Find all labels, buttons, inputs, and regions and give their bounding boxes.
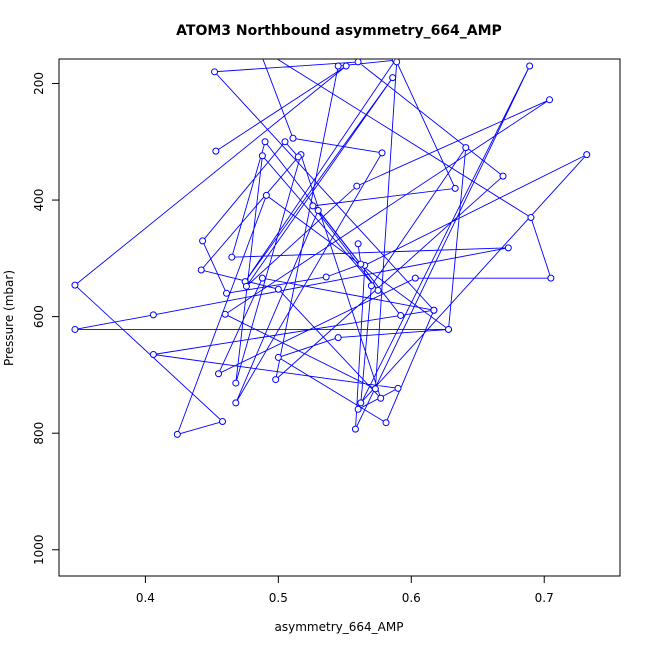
- data-point: [462, 144, 470, 152]
- data-point: [242, 282, 250, 290]
- data-point: [342, 62, 350, 70]
- data-point: [262, 191, 270, 199]
- y-tick-label: 400: [32, 189, 46, 212]
- y-tick-label: 1000: [32, 534, 46, 565]
- x-tick-label: 0.4: [136, 591, 155, 605]
- data-point: [371, 385, 379, 393]
- data-point: [309, 202, 317, 210]
- data-point: [149, 311, 157, 319]
- data-point: [274, 353, 282, 361]
- data-point: [281, 138, 289, 146]
- data-point: [272, 376, 280, 384]
- series-layer: [71, 44, 591, 438]
- data-point: [354, 405, 362, 413]
- data-point: [219, 418, 227, 426]
- data-point: [199, 237, 207, 245]
- y-tick-label: 800: [32, 422, 46, 445]
- data-point: [389, 74, 397, 82]
- data-point: [411, 274, 419, 282]
- x-tick-label: 0.5: [269, 591, 288, 605]
- data-point: [197, 266, 205, 274]
- data-point: [173, 430, 181, 438]
- data-point: [289, 134, 297, 142]
- data-point: [430, 306, 438, 314]
- x-tick-label: 0.6: [402, 591, 421, 605]
- plot-box: [58, 58, 621, 577]
- data-point: [445, 325, 453, 333]
- data-point: [255, 44, 261, 50]
- data-point: [258, 274, 266, 282]
- data-point: [215, 370, 223, 378]
- x-tick-label: 0.7: [535, 591, 554, 605]
- data-point: [258, 152, 266, 160]
- x-axis-label: asymmetry_664_AMP: [275, 620, 404, 634]
- data-point: [382, 419, 390, 427]
- data-point: [354, 59, 362, 66]
- data-point: [232, 399, 240, 407]
- data-point: [504, 244, 512, 252]
- data-point: [232, 379, 240, 387]
- data-point: [314, 207, 322, 215]
- data-point: [546, 96, 554, 104]
- data-point: [294, 153, 302, 161]
- data-point: [357, 399, 365, 407]
- data-point: [527, 214, 535, 222]
- data-point: [261, 138, 269, 146]
- data-point: [357, 260, 365, 268]
- data-point: [367, 282, 375, 290]
- data-point: [71, 325, 79, 333]
- data-point: [71, 281, 79, 289]
- data-point: [322, 273, 330, 281]
- y-axis-label: Pressure (mbar): [2, 270, 16, 366]
- x-axis: 0.4 0.5 0.6 0.7: [136, 575, 554, 605]
- data-point: [334, 62, 342, 70]
- data-point: [397, 311, 405, 319]
- data-point: [334, 334, 342, 342]
- data-point: [221, 310, 229, 318]
- y-tick-label: 200: [32, 72, 46, 95]
- data-point: [351, 425, 359, 433]
- data-point: [212, 147, 220, 155]
- data-point: [393, 59, 401, 66]
- data-point: [583, 151, 591, 159]
- chart-title: ATOM3 Northbound asymmetry_664_AMP: [176, 23, 502, 39]
- data-point: [149, 351, 157, 359]
- data-point: [526, 62, 534, 70]
- data-point: [274, 285, 282, 293]
- data-point: [374, 286, 382, 294]
- y-axis: 200 400 600 800 1000: [32, 72, 60, 565]
- y-tick-label: 600: [32, 305, 46, 328]
- data-point: [451, 184, 459, 192]
- data-point: [547, 274, 555, 282]
- data-point: [223, 289, 231, 297]
- data-point: [499, 172, 507, 180]
- data-point: [211, 68, 219, 76]
- data-point: [354, 240, 362, 248]
- series-line: [74, 59, 588, 436]
- data-point: [378, 149, 386, 157]
- data-point: [353, 182, 361, 190]
- data-point: [228, 253, 236, 261]
- data-point: [377, 394, 385, 402]
- data-point: [394, 384, 402, 392]
